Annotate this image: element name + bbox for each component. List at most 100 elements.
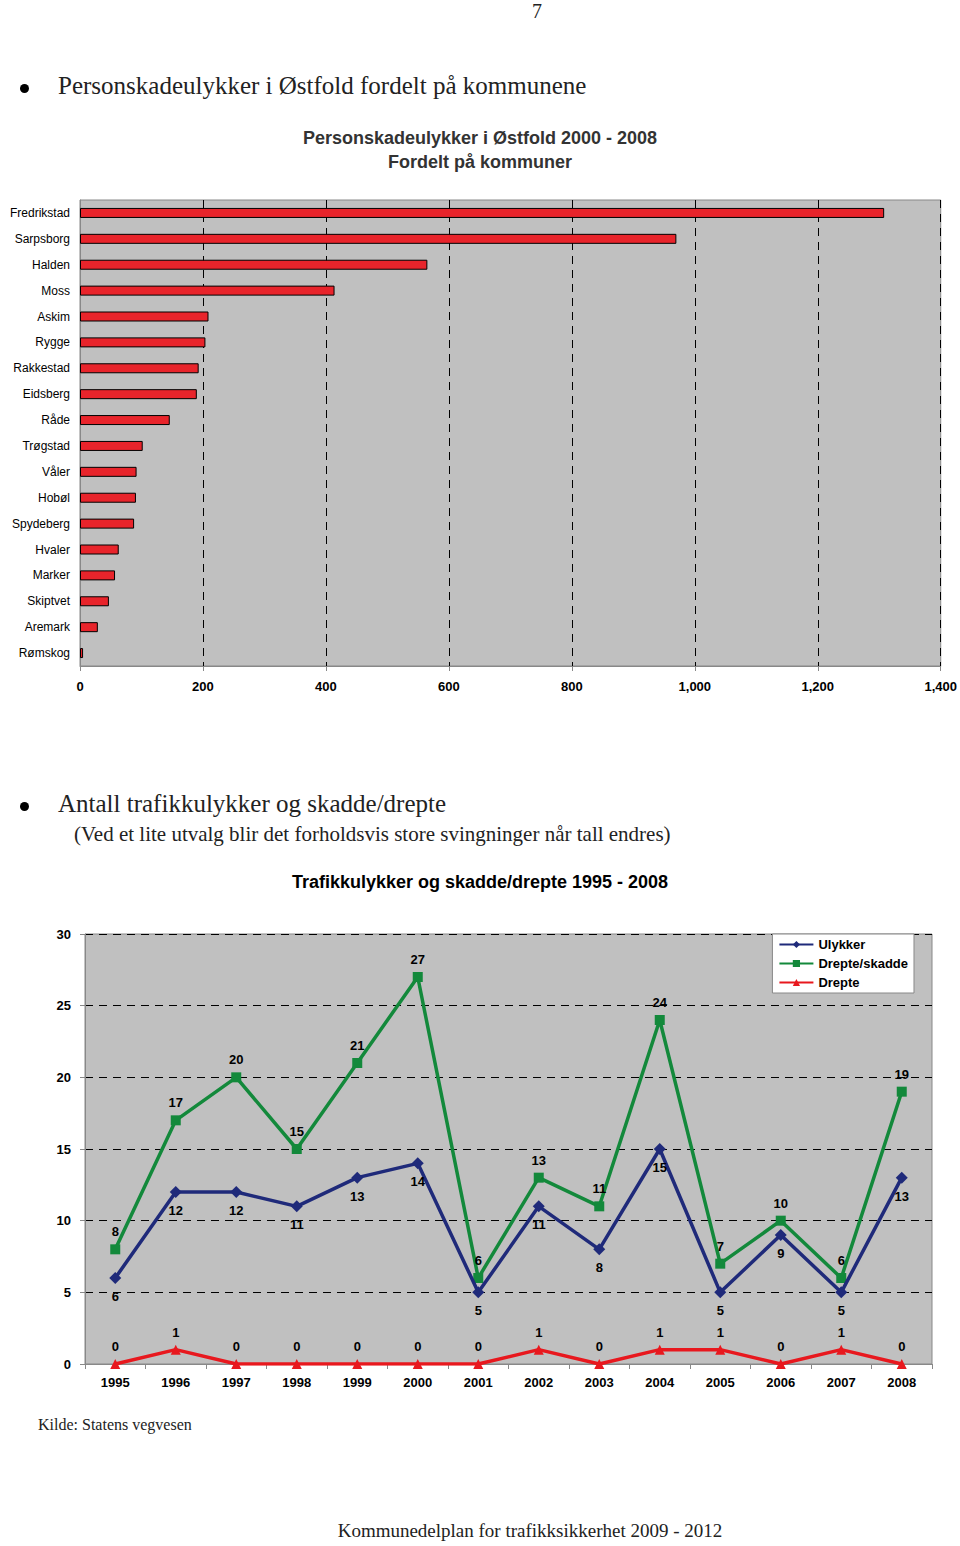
svg-text:9: 9 [777, 1246, 784, 1261]
html-text:Personskadeulykker i Østfold f: Personskadeulykker i Østfold fordelt på … [58, 72, 587, 99]
svg-text:Fredrikstad: Fredrikstad [10, 206, 70, 220]
svg-text:5: 5 [717, 1303, 724, 1318]
svg-text:1,000: 1,000 [679, 679, 712, 694]
html-text:(Ved et lite utvalg blir det f: (Ved et lite utvalg blir det forholdsvis… [74, 822, 671, 846]
svg-text:Spydeberg: Spydeberg [12, 517, 70, 531]
svg-text:7: 7 [717, 1239, 724, 1254]
html-text:Kommunedelplan for trafikksikk: Kommunedelplan for trafikksikkerhet 2009… [337, 1520, 723, 1541]
svg-text:5: 5 [475, 1303, 482, 1318]
svg-text:Sarpsborg: Sarpsborg [15, 232, 70, 246]
svg-text:2003: 2003 [585, 1375, 614, 1390]
svg-text:800: 800 [561, 679, 583, 694]
svg-text:1998: 1998 [282, 1375, 311, 1390]
svg-text:10: 10 [774, 1196, 788, 1211]
svg-text:2008: 2008 [887, 1375, 916, 1390]
svg-text:Fordelt på kommuner: Fordelt på kommuner [388, 152, 572, 172]
svg-text:30: 30 [57, 927, 71, 942]
svg-text:13: 13 [895, 1189, 909, 1204]
svg-text:Rygge: Rygge [35, 335, 70, 349]
svg-text:0: 0 [475, 1339, 482, 1354]
svg-text:0: 0 [112, 1339, 119, 1354]
svg-text:13: 13 [350, 1189, 364, 1204]
svg-text:15: 15 [57, 1142, 71, 1157]
svg-text:Rømskog: Rømskog [19, 646, 70, 660]
svg-text:Drepte/skadde: Drepte/skadde [818, 956, 908, 971]
svg-text:25: 25 [57, 998, 71, 1013]
svg-text:Askim: Askim [37, 310, 70, 324]
svg-text:13: 13 [532, 1153, 546, 1168]
svg-text:15: 15 [290, 1124, 304, 1139]
svg-text:Våler: Våler [42, 465, 70, 479]
svg-text:Trafikkulykker og skadde/drept: Trafikkulykker og skadde/drepte 1995 - 2… [292, 872, 668, 892]
svg-text:6: 6 [838, 1253, 845, 1268]
svg-text:Personskadeulykker i Østfold 2: Personskadeulykker i Østfold 2000 - 2008 [303, 128, 657, 148]
svg-text:Halden: Halden [32, 258, 70, 272]
svg-text:400: 400 [315, 679, 337, 694]
svg-text:Moss: Moss [41, 284, 70, 298]
svg-text:Eidsberg: Eidsberg [23, 387, 70, 401]
svg-text:1996: 1996 [161, 1375, 190, 1390]
svg-text:11: 11 [592, 1181, 606, 1196]
svg-text:0: 0 [414, 1339, 421, 1354]
svg-text:5: 5 [64, 1285, 71, 1300]
svg-text:1995: 1995 [101, 1375, 130, 1390]
svg-text:1: 1 [535, 1325, 542, 1340]
svg-text:Rakkestad: Rakkestad [13, 361, 70, 375]
svg-text:Marker: Marker [33, 568, 70, 582]
svg-text:19: 19 [895, 1067, 909, 1082]
svg-text:17: 17 [169, 1095, 183, 1110]
svg-text:0: 0 [64, 1357, 71, 1372]
svg-text:1,200: 1,200 [801, 679, 834, 694]
svg-text:Drepte: Drepte [818, 975, 859, 990]
svg-text:11: 11 [532, 1217, 546, 1232]
svg-text:1: 1 [838, 1325, 845, 1340]
svg-text:2007: 2007 [827, 1375, 856, 1390]
svg-text:5: 5 [838, 1303, 845, 1318]
svg-text:Aremark: Aremark [25, 620, 71, 634]
svg-text:0: 0 [898, 1339, 905, 1354]
svg-text:11: 11 [290, 1217, 304, 1232]
svg-text:0: 0 [354, 1339, 361, 1354]
svg-text:12: 12 [229, 1203, 243, 1218]
svg-text:0: 0 [233, 1339, 240, 1354]
svg-text:1: 1 [656, 1325, 663, 1340]
svg-text:1: 1 [717, 1325, 724, 1340]
svg-text:8: 8 [112, 1224, 119, 1239]
svg-text:24: 24 [653, 995, 668, 1010]
html-text:Antall trafikkulykker og skadd: Antall trafikkulykker og skadde/drepte [58, 790, 447, 817]
svg-text:1999: 1999 [343, 1375, 372, 1390]
svg-text:2002: 2002 [524, 1375, 553, 1390]
svg-text:8: 8 [596, 1260, 603, 1275]
svg-text:Trøgstad: Trøgstad [22, 439, 70, 453]
svg-text:15: 15 [653, 1160, 667, 1175]
svg-text:200: 200 [192, 679, 214, 694]
svg-text:0: 0 [777, 1339, 784, 1354]
svg-text:Ulykker: Ulykker [818, 937, 865, 952]
svg-text:0: 0 [293, 1339, 300, 1354]
svg-text:1: 1 [172, 1325, 179, 1340]
svg-text:10: 10 [57, 1213, 71, 1228]
svg-text:14: 14 [411, 1174, 426, 1189]
html-text:Kilde: Statens vegvesen: Kilde: Statens vegvesen [38, 1416, 192, 1433]
svg-text:1,400: 1,400 [924, 679, 957, 694]
svg-text:2004: 2004 [645, 1375, 675, 1390]
svg-text:27: 27 [411, 952, 425, 967]
svg-text:Hvaler: Hvaler [35, 543, 70, 557]
svg-text:6: 6 [112, 1289, 119, 1304]
svg-text:1997: 1997 [222, 1375, 251, 1390]
svg-text:21: 21 [350, 1038, 364, 1053]
svg-text:2001: 2001 [464, 1375, 493, 1390]
svg-text:600: 600 [438, 679, 460, 694]
svg-text:6: 6 [475, 1253, 482, 1268]
svg-text:2006: 2006 [766, 1375, 795, 1390]
svg-text:12: 12 [169, 1203, 183, 1218]
svg-text:0: 0 [596, 1339, 603, 1354]
svg-text:Hobøl: Hobøl [38, 491, 70, 505]
svg-text:2005: 2005 [706, 1375, 735, 1390]
svg-text:Råde: Råde [41, 413, 70, 427]
svg-text:20: 20 [57, 1070, 71, 1085]
svg-text:2000: 2000 [403, 1375, 432, 1390]
svg-text:0: 0 [76, 679, 83, 694]
svg-text:20: 20 [229, 1052, 243, 1067]
svg-text:Skiptvet: Skiptvet [27, 594, 70, 608]
